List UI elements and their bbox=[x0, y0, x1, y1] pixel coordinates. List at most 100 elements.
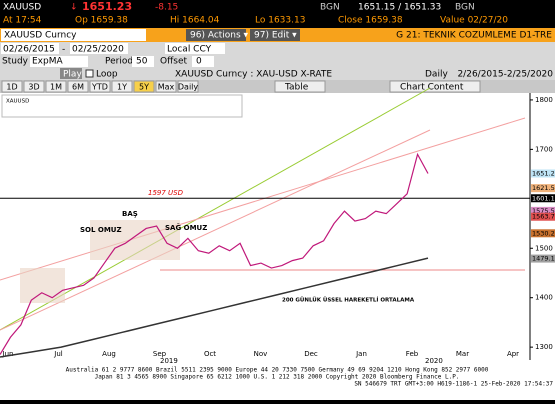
annotation: 1597 USD bbox=[148, 189, 184, 197]
offset-input[interactable] bbox=[192, 56, 214, 67]
period-button[interactable] bbox=[111, 80, 133, 93]
footer bbox=[0, 363, 555, 400]
range: 2/26/2015-2/25/2020 bbox=[457, 70, 553, 80]
level-tag bbox=[531, 229, 555, 238]
x-tick-label: Feb bbox=[406, 350, 419, 358]
source: BGN bbox=[320, 3, 340, 13]
period-label: Period bbox=[105, 57, 133, 67]
pattern-box bbox=[20, 268, 65, 303]
frequency: Daily bbox=[425, 70, 448, 80]
annotation: SAĞ OMUZ bbox=[165, 223, 207, 232]
x-tick-label: Jan bbox=[355, 350, 367, 358]
change: -8.15 bbox=[155, 3, 178, 13]
x-tick-label: Sep bbox=[153, 350, 167, 358]
period-label: 1Y bbox=[117, 83, 127, 92]
arrow: ↓ bbox=[70, 3, 78, 13]
period-button[interactable] bbox=[67, 80, 89, 93]
period-label: 1M bbox=[50, 83, 62, 92]
offset: 0 bbox=[196, 57, 202, 67]
y-tick-label: 1400 bbox=[535, 294, 553, 302]
loop-checkbox[interactable] bbox=[85, 69, 94, 78]
open: Op 1659.38 bbox=[75, 16, 128, 26]
trend-line bbox=[0, 129, 431, 331]
play-button[interactable] bbox=[60, 68, 82, 79]
series-line bbox=[0, 152, 429, 355]
edit-button[interactable] bbox=[250, 29, 300, 41]
end-input[interactable] bbox=[70, 43, 128, 54]
footer-line: Japan 81 3 4565 8900 Singapore 65 6212 1… bbox=[95, 374, 460, 381]
level-label: 1563.76 bbox=[532, 213, 555, 221]
period-button[interactable] bbox=[45, 80, 67, 93]
level-label: 1479.12 bbox=[532, 255, 555, 263]
offset-label: Offset bbox=[160, 57, 188, 67]
period-button[interactable] bbox=[177, 80, 199, 93]
level-label: 1651.24 bbox=[532, 169, 555, 177]
study: ExpMA bbox=[32, 57, 63, 67]
y-tick-label: 1700 bbox=[535, 145, 553, 153]
period-button[interactable] bbox=[1, 80, 23, 93]
start: 02/26/2015 bbox=[3, 45, 55, 55]
value-date: Value 02/27/20 bbox=[440, 16, 508, 26]
currency: Local CCY bbox=[167, 45, 212, 55]
chart-content: Chart Content bbox=[400, 83, 464, 93]
level-label: 1575.56 bbox=[532, 207, 555, 215]
period-input[interactable] bbox=[132, 56, 154, 67]
start-input[interactable] bbox=[1, 43, 59, 54]
loop: Loop bbox=[96, 70, 118, 80]
year-label: 2019 bbox=[160, 357, 178, 365]
annotation: SOL OMUZ bbox=[80, 226, 122, 234]
x-tick-label: Aug bbox=[102, 350, 116, 358]
play: Play bbox=[63, 70, 82, 80]
level-tag bbox=[531, 212, 555, 221]
period-label: Daily bbox=[178, 83, 199, 92]
edit: 97) Edit ▾ bbox=[254, 31, 297, 41]
period-label: Max bbox=[158, 83, 175, 92]
period-button[interactable] bbox=[89, 80, 111, 93]
series-line bbox=[0, 257, 429, 358]
last: 1651.23 bbox=[82, 0, 132, 13]
table-button[interactable] bbox=[274, 80, 326, 93]
period-label: YTD bbox=[91, 83, 108, 92]
dash: - bbox=[62, 45, 65, 55]
period-button[interactable] bbox=[155, 80, 177, 93]
level-tag bbox=[531, 184, 555, 193]
description: XAUUSD Curncy : XAU-USD X-RATE bbox=[175, 70, 332, 80]
period: 50 bbox=[136, 57, 148, 67]
trend-line bbox=[0, 87, 431, 331]
level-tag bbox=[531, 194, 555, 203]
time: At 17:54 bbox=[3, 16, 42, 26]
x-tick-label: Apr bbox=[507, 350, 519, 358]
currency-select[interactable] bbox=[165, 43, 225, 54]
quote-bar bbox=[0, 0, 555, 28]
footer-line: SN 546679 TRT GMT+3:00 H619-1186-1 25-Fe… bbox=[354, 381, 553, 388]
x-tick-label: Mar bbox=[456, 350, 469, 358]
ticker: XAUUSD bbox=[3, 3, 41, 13]
low: Lo 1633.13 bbox=[255, 16, 305, 26]
actions: 96) Actions ▾ bbox=[190, 31, 249, 41]
level-tag bbox=[531, 169, 555, 178]
actions-button[interactable] bbox=[186, 29, 246, 41]
study-label: Study bbox=[2, 57, 29, 67]
chart-content-button[interactable] bbox=[389, 80, 481, 93]
annotation: BAŞ bbox=[122, 210, 138, 218]
level-tag bbox=[531, 206, 555, 215]
level-label: 1601.13 bbox=[532, 194, 555, 202]
period-button[interactable] bbox=[23, 80, 45, 93]
page-title: G 21: TEKNIK COZUMLEME D1-TRE bbox=[396, 31, 552, 41]
x-tick-label: Jul bbox=[53, 350, 63, 358]
legend-box bbox=[1, 94, 243, 118]
close: Close 1659.38 bbox=[338, 16, 403, 26]
high: Hi 1664.04 bbox=[170, 16, 220, 26]
period-button[interactable] bbox=[133, 80, 155, 93]
period-label: 1D bbox=[6, 83, 17, 92]
legend-entry: XAUUSD bbox=[6, 99, 29, 105]
annotation: 200 GÜNLÜK ÜSSEL HAREKETLİ ORTALAMA bbox=[282, 297, 415, 304]
security-box[interactable] bbox=[1, 29, 146, 41]
period-label: 3D bbox=[28, 83, 39, 92]
level-tag bbox=[531, 254, 555, 263]
y-tick-label: 1800 bbox=[535, 96, 553, 104]
study-select[interactable] bbox=[30, 56, 88, 67]
source: BGN bbox=[455, 3, 475, 13]
end: 02/25/2020 bbox=[72, 45, 124, 55]
